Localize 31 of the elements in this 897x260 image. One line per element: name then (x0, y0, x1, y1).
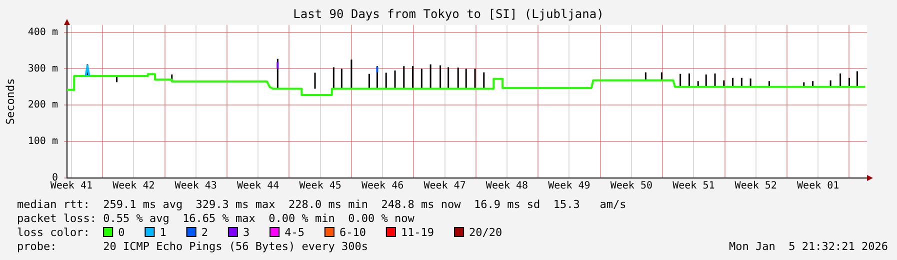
x-tick-label: Week 48 (486, 180, 528, 192)
legend-label: 4-5 (284, 226, 304, 239)
legend-label: 2 (201, 226, 208, 239)
y-tick-label: 100 m (28, 136, 58, 148)
legend-label: 0 (118, 226, 125, 239)
text: probe: 20 ICMP Echo Pings (56 Bytes) every 300s (17, 240, 368, 253)
y-axis-title: Seconds (4, 78, 17, 125)
x-tick-label: Week 43 (174, 180, 217, 192)
x-tick-label: Week 52 (734, 180, 777, 192)
legend-title: loss color: (17, 226, 90, 239)
x-tick-label: Week 49 (548, 180, 590, 192)
x-tick-label: Week 46 (361, 180, 404, 192)
legend-label: 20/20 (469, 226, 502, 239)
legend-label: 11-19 (400, 226, 434, 239)
x-tick-label: Week 50 (610, 180, 653, 192)
y-tick-label: 200 m (28, 100, 58, 111)
legend-label: 1 (160, 226, 166, 239)
text: packet loss: 0.55 % avg 16.65 % max 0.00 % min 0.00 % now (17, 212, 415, 225)
x-tick-label: Week 45 (299, 180, 342, 192)
x-tick-label: Week 47 (424, 180, 466, 192)
y-tick-label: 300 m (28, 63, 58, 74)
x-tick-label: Week 51 (672, 180, 715, 192)
y-tick-label: 400 m (28, 26, 58, 38)
text: median rtt: 259.1 ms avg 329.3 ms max 228.0 ms min 248.8 ms now 16.9 ms sd 15.3 am/s (17, 198, 626, 211)
legend-label: 6-10 (339, 226, 366, 239)
chart-title: Last 90 Days from Tokyo to [SI] (Ljubljana) (293, 7, 604, 21)
x-tick-label: Week 01 (797, 180, 840, 192)
x-tick-label: Week 44 (237, 180, 280, 192)
x-tick-label: Week 42 (112, 180, 155, 192)
legend-label: 3 (242, 226, 250, 239)
text: Mon Jan 5 21:32:21 2026 (729, 240, 888, 253)
